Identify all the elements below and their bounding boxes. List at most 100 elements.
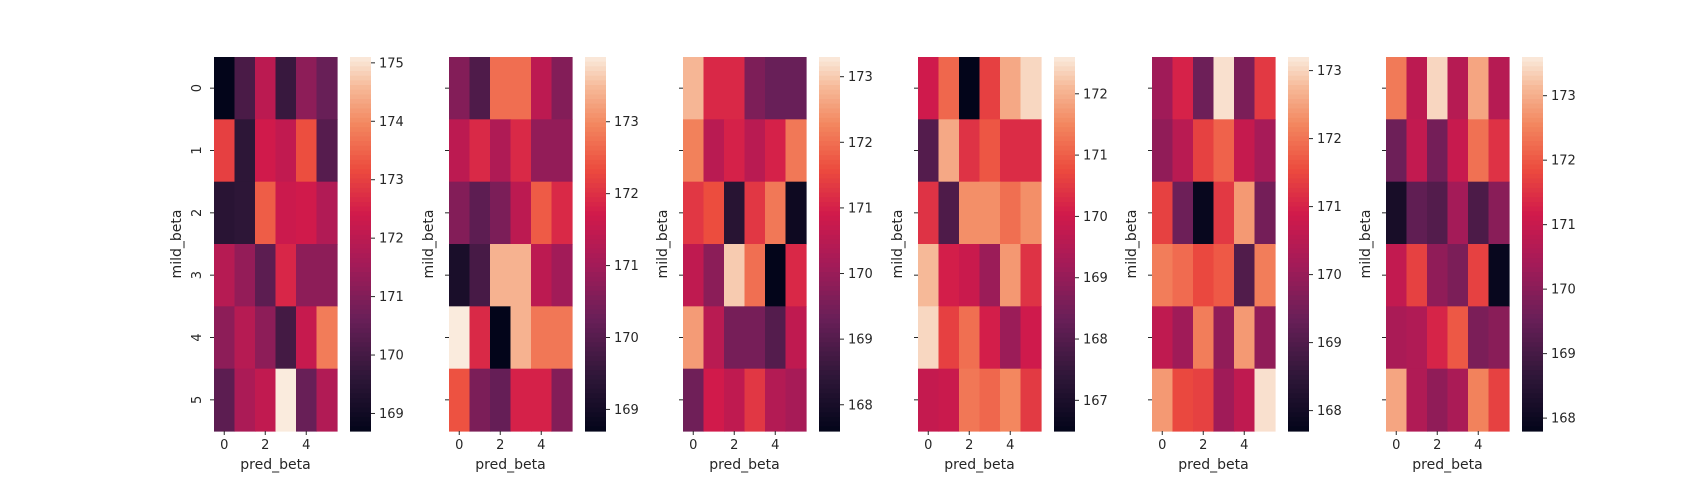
colorbar-segment bbox=[585, 127, 606, 133]
colorbar-segment bbox=[819, 80, 840, 86]
colorbar-segment bbox=[350, 276, 371, 282]
heatmap-cell bbox=[1193, 368, 1215, 432]
colorbar-segment bbox=[1288, 164, 1309, 170]
heatmap-cell bbox=[234, 119, 256, 183]
colorbar-segment bbox=[350, 365, 371, 371]
colorbar-segment bbox=[350, 412, 371, 418]
colorbar-segment bbox=[585, 197, 606, 203]
heatmap-cell bbox=[469, 181, 491, 245]
heatmap-cell bbox=[979, 57, 1001, 120]
colorbar-segment bbox=[1522, 220, 1543, 226]
y-axis-label: mild_beta bbox=[1124, 210, 1140, 279]
colorbar-segment bbox=[1522, 145, 1543, 152]
heatmap-cell bbox=[1488, 368, 1510, 432]
colorbar-segment bbox=[1288, 127, 1309, 133]
colorbar-segment bbox=[1522, 351, 1543, 357]
heatmap-cell bbox=[744, 57, 766, 120]
heatmap-cell bbox=[938, 119, 960, 183]
colorbar-segment bbox=[819, 136, 840, 142]
colorbar-segment bbox=[585, 173, 606, 180]
colorbar-segment bbox=[1288, 267, 1309, 273]
colorbar-segment bbox=[1522, 281, 1543, 287]
heatmap-cell bbox=[703, 306, 725, 370]
colorbar-segment bbox=[350, 295, 371, 301]
heatmap-cell bbox=[765, 244, 787, 307]
heatmap-cell bbox=[785, 306, 807, 370]
heatmap-cell bbox=[1234, 181, 1256, 245]
heatmap-cell bbox=[1234, 119, 1256, 183]
y-tick-label: 0 bbox=[190, 84, 205, 92]
colorbar-segment bbox=[1054, 258, 1075, 264]
colorbar-segment bbox=[350, 384, 371, 390]
x-tick-label: 2 bbox=[261, 438, 269, 453]
colorbar-segment bbox=[350, 150, 371, 156]
heatmap-cell bbox=[296, 368, 318, 432]
colorbar-segment bbox=[585, 295, 606, 301]
heatmap-cell bbox=[1254, 244, 1276, 307]
colorbar-segment bbox=[350, 155, 371, 161]
colorbar-segment bbox=[350, 244, 371, 250]
colorbar-segment bbox=[1288, 290, 1309, 297]
colorbar-segment bbox=[1522, 253, 1543, 259]
colorbar-segment bbox=[1288, 384, 1309, 390]
heatmap-panel-5: 0 2 4 pred_beta mild_beta 168 169 170 171 172 173 bbox=[1124, 57, 1342, 473]
colorbar-segment bbox=[1288, 398, 1309, 404]
colorbar-segment bbox=[1288, 239, 1309, 245]
colorbar-segment bbox=[819, 262, 840, 268]
heatmap-cell bbox=[1020, 119, 1042, 183]
colorbar-segment bbox=[1054, 75, 1075, 81]
colorbar-segment bbox=[1054, 290, 1075, 297]
y-tick-label: 4 bbox=[190, 333, 205, 341]
colorbar-segment bbox=[1522, 164, 1543, 170]
colorbar-segment bbox=[1054, 346, 1075, 353]
heatmap-cell bbox=[255, 57, 277, 120]
heatmap-cell bbox=[490, 57, 512, 120]
heatmap-cell bbox=[234, 368, 256, 432]
colorbar-segment bbox=[350, 272, 371, 278]
colorbar-segment bbox=[1054, 187, 1075, 194]
colorbar-segment bbox=[819, 304, 840, 311]
colorbar-segment bbox=[1522, 356, 1543, 362]
heatmap-cell bbox=[214, 119, 236, 183]
x-tick-label: 0 bbox=[1392, 438, 1400, 453]
colorbar-segment bbox=[819, 300, 840, 306]
heatmap-cell bbox=[1234, 368, 1256, 432]
x-tick-label: 4 bbox=[537, 438, 545, 453]
x-axis-label: pred_beta bbox=[944, 457, 1014, 473]
colorbar-segment bbox=[819, 398, 840, 404]
colorbar-segment bbox=[819, 141, 840, 147]
colorbar-segment bbox=[819, 75, 840, 81]
colorbar-segment bbox=[1288, 173, 1309, 180]
heatmap-cell bbox=[449, 244, 471, 307]
colorbar-segment bbox=[1288, 272, 1309, 278]
colorbar-segment bbox=[1054, 286, 1075, 292]
colorbar-segment bbox=[1054, 370, 1075, 376]
y-tick-label: 3 bbox=[190, 271, 205, 279]
heatmap-cell bbox=[765, 119, 787, 183]
colorbar-segment bbox=[585, 314, 606, 320]
colorbar-segment bbox=[1054, 89, 1075, 95]
colorbar-tick-label: 172 bbox=[1317, 132, 1342, 147]
heatmap-cell bbox=[214, 244, 236, 307]
colorbar-segment bbox=[819, 267, 840, 273]
colorbar-segment bbox=[819, 412, 840, 418]
colorbar-segment bbox=[585, 169, 606, 175]
colorbar-segment bbox=[585, 225, 606, 231]
colorbar-segment bbox=[350, 304, 371, 311]
heatmap-cell bbox=[316, 368, 338, 432]
colorbar-segment bbox=[1288, 155, 1309, 161]
heatmap-cell bbox=[275, 181, 297, 245]
heatmap-cell bbox=[1468, 181, 1490, 245]
colorbar-segment bbox=[1522, 89, 1543, 95]
colorbar-segment bbox=[1054, 421, 1075, 427]
colorbar-segment bbox=[1288, 379, 1309, 385]
colorbar-segment bbox=[1522, 99, 1543, 105]
colorbar-segment bbox=[350, 136, 371, 142]
colorbar-segment bbox=[819, 393, 840, 399]
heatmap-cell bbox=[1172, 368, 1194, 432]
colorbar-segment bbox=[1054, 178, 1075, 184]
colorbar-segment bbox=[1522, 239, 1543, 245]
colorbar-segment bbox=[819, 276, 840, 282]
colorbar-segment bbox=[585, 262, 606, 268]
